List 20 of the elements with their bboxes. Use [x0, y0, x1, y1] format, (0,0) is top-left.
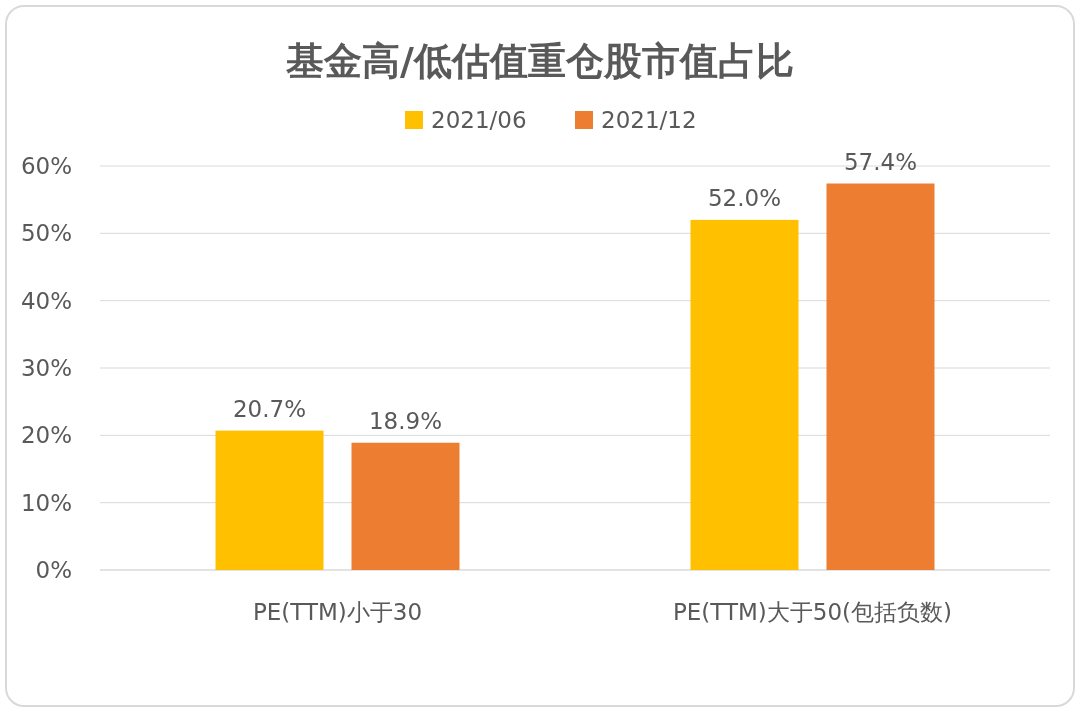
bar [215, 430, 324, 570]
data-label: 18.9% [368, 407, 443, 434]
legend-label: 2021/06 [431, 107, 527, 133]
bar [690, 219, 799, 570]
legend-label: 2021/12 [601, 107, 697, 133]
chart-title: 基金高/低估值重仓股市值占比 [285, 39, 794, 83]
y-tick-label: 40% [20, 287, 72, 314]
data-label: 20.7% [232, 395, 307, 422]
y-tick-label: 10% [20, 489, 72, 516]
x-tick-label: PE(TTM)小于30 [252, 599, 423, 625]
y-tick-label: 30% [20, 355, 72, 382]
y-tick-label: 20% [20, 422, 72, 449]
y-tick-label: 0% [35, 557, 72, 584]
bar [351, 442, 460, 570]
data-label: 57.4% [843, 148, 918, 175]
bar [826, 183, 935, 570]
y-tick-label: 60% [20, 153, 72, 180]
data-label: 52.0% [707, 184, 782, 211]
y-tick-label: 50% [20, 220, 72, 247]
x-tick-label: PE(TTM)大于50(包括负数) [672, 599, 953, 625]
